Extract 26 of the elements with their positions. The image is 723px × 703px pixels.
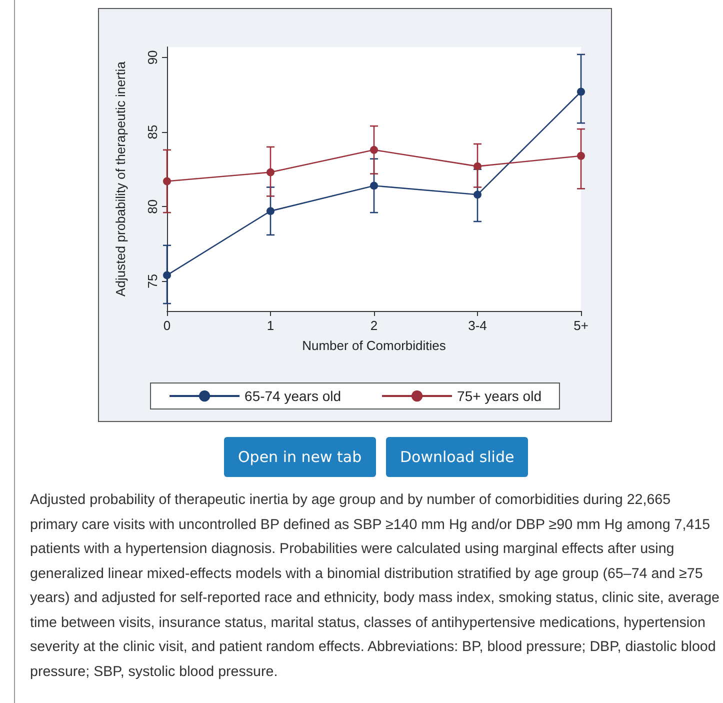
point: [163, 177, 171, 186]
y-tick-label: 90: [145, 50, 160, 65]
point: [266, 207, 274, 216]
x-tick-label: 0: [163, 318, 171, 333]
y-tick-label: 85: [145, 124, 160, 140]
legend-label: 65-74 years old: [244, 388, 342, 404]
y-axis-title: Adjusted probability of therapeutic inertia: [113, 60, 128, 296]
point: [577, 88, 585, 96]
point: [163, 271, 171, 280]
x-axis-title: Number of Comorbidities: [302, 338, 446, 353]
y-tick-label: 75: [145, 274, 160, 288]
point: [370, 182, 378, 190]
x-tick-label: 5+: [574, 318, 588, 333]
text: Adjusted probability of therapeutic inertia by age group and by number of comorbidities during 22,665 primary care visits with uncontrolled BP defined as SBP ≥140 mm Hg and/or DBP ≥90 mm Hg among 7,415 patients with a hypertension diagnosis. Probabilities were calculated using marginal effects after using generalized linear mixed-effects models with a binomial distribution stratified by age group (65–74 and ≥75 years) and adjusted for self-reported race and ethnicity, body mass index, smoking status, clinic site, average time between visits, insurance status, marital status, classes of antihypertensive medications, hypertension severity at the clinic visit, and patient random effects. Abbreviations: BP, blood pressure; DBP, diastolic blood pressure; SBP, systolic blood pressure.: [30, 491, 720, 682]
x-tick-label: 1: [266, 318, 274, 333]
y-tick-label: 80: [145, 199, 160, 214]
point: [266, 168, 274, 176]
point: [474, 162, 482, 170]
x-tick-label: 3-4: [468, 318, 487, 333]
text: Open in new tab: [224, 437, 376, 477]
point: [474, 190, 482, 199]
text: Download slide: [386, 437, 528, 477]
legend-label: 75+ years old: [457, 388, 542, 404]
point: [577, 152, 585, 160]
point: [370, 146, 378, 154]
x-tick-label: 2: [370, 318, 378, 333]
